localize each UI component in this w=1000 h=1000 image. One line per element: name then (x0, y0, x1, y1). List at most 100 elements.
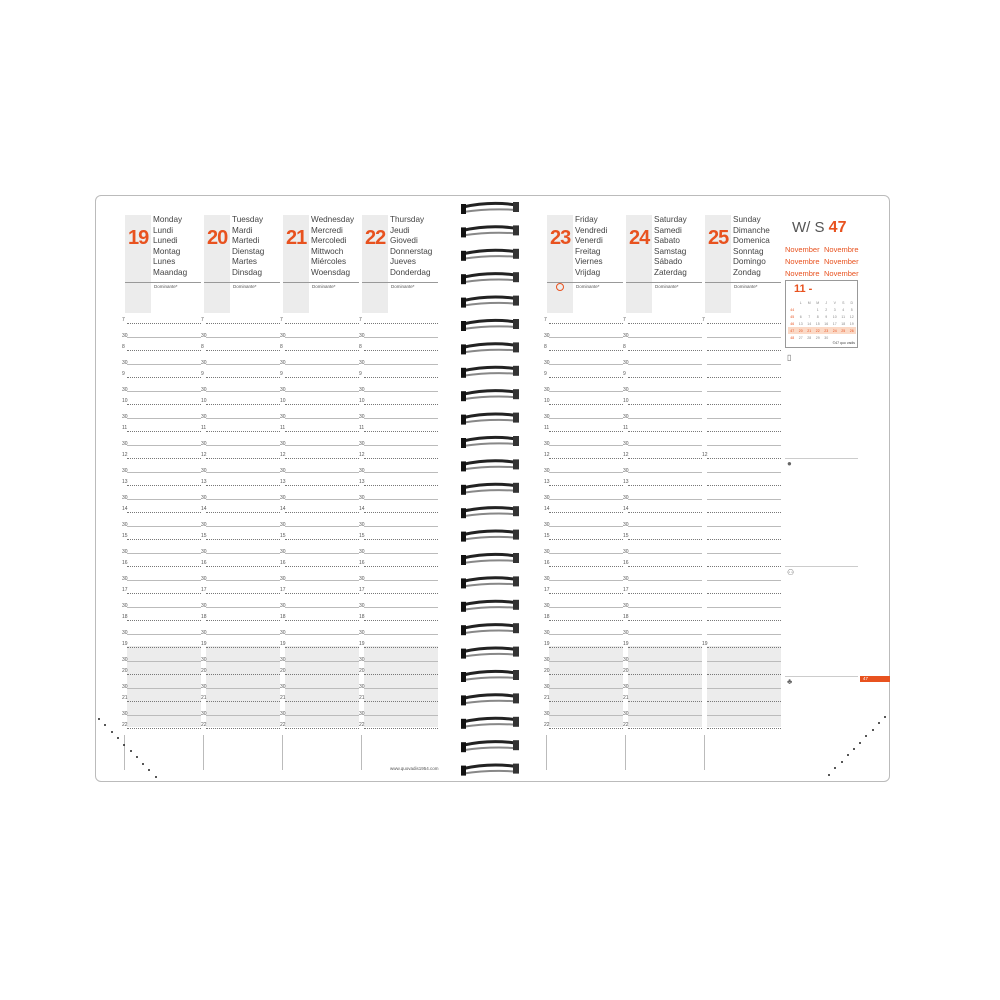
hour-label: 11 (359, 425, 365, 431)
hour-label: 17 (201, 587, 207, 593)
hour-label: 19 (702, 641, 708, 647)
hour-label: 21 (122, 695, 128, 701)
spiral-ring (461, 623, 519, 636)
half-hour-line (206, 660, 280, 662)
half-hour-line (549, 390, 623, 392)
half-hour-label: 30 (122, 521, 128, 528)
half-hour-line (549, 471, 623, 473)
weekday-header: S (842, 300, 845, 305)
calendar-day (848, 334, 857, 341)
hour-label: 9 (201, 371, 204, 377)
half-hour-line (127, 471, 201, 473)
dominante-label: Dominante* (154, 284, 178, 289)
spiral-ring (461, 576, 519, 589)
hour-line (364, 566, 438, 567)
dominante-label: Dominante* (576, 284, 600, 289)
half-hour-line (364, 336, 438, 338)
hour-line (285, 701, 359, 702)
calendar-day: 11 (841, 314, 846, 319)
hour-label: 9 (122, 371, 125, 377)
half-hour-line (206, 525, 280, 527)
half-hour-label: 30 (280, 359, 286, 366)
half-hour-label: 30 (201, 548, 207, 555)
day-shade (626, 215, 652, 313)
divider (547, 282, 623, 283)
half-hour-label: 30 (280, 656, 286, 663)
corner-dot (828, 773, 831, 776)
half-hour-line (707, 552, 781, 554)
half-hour-line (285, 687, 359, 689)
hour-line (127, 512, 201, 513)
hour-line (549, 431, 623, 432)
calendar-day: 3 (833, 307, 836, 312)
hour-line (549, 377, 623, 378)
half-hour-label: 30 (280, 629, 286, 636)
hour-line (364, 485, 438, 486)
hour-label: 8 (122, 344, 125, 350)
half-hour-line (206, 471, 280, 473)
hour-label: 21 (623, 695, 629, 701)
half-hour-line (628, 579, 702, 581)
half-hour-line (707, 525, 781, 527)
hour-line (206, 593, 280, 594)
spiral-ring (461, 740, 519, 753)
half-hour-line (549, 633, 623, 635)
hour-line (707, 431, 781, 432)
half-hour-line (285, 498, 359, 500)
half-hour-line (549, 363, 623, 365)
calendar-day: 12 (849, 314, 854, 319)
spiral-ring (461, 272, 519, 285)
half-hour-line (707, 471, 781, 473)
day-name: Sábado (654, 257, 683, 267)
calendar-day: 25 (839, 327, 848, 334)
day-name: Samedi (654, 225, 682, 235)
hour-line (127, 431, 201, 432)
hour-label: 11 (201, 425, 207, 431)
planner-page-spread (95, 195, 890, 782)
calendar-day: 30 (824, 335, 829, 340)
half-hour-label: 30 (359, 548, 365, 555)
week-tab[interactable]: 47 (860, 676, 890, 682)
divider (125, 282, 201, 283)
hour-label: 22 (544, 722, 550, 728)
half-hour-label: 30 (623, 629, 629, 636)
hour-label: 8 (280, 344, 283, 350)
corner-dot (877, 722, 880, 725)
day-name: Lunes (153, 257, 176, 267)
hour-line (364, 593, 438, 594)
calendar-day: 4 (842, 307, 845, 312)
hour-line (206, 512, 280, 513)
hour-label: 10 (623, 398, 629, 404)
corner-dot (135, 756, 138, 759)
half-hour-label: 30 (201, 521, 207, 528)
half-hour-line (364, 525, 438, 527)
half-hour-label: 30 (544, 521, 550, 528)
hour-label: 22 (122, 722, 128, 728)
calendar-day: 8 (816, 314, 819, 319)
half-hour-label: 30 (623, 413, 629, 420)
hour-label: 15 (359, 533, 365, 539)
mini-calendar-week: 48 27 28 29 30 (788, 334, 856, 341)
evening-shade (127, 646, 201, 727)
half-hour-line (127, 660, 201, 662)
weekday-header: J (825, 300, 828, 305)
day-name: Sunday (733, 215, 761, 224)
hour-line (549, 593, 623, 594)
half-hour-label: 30 (122, 575, 128, 582)
hour-label: 16 (359, 560, 365, 566)
hour-label: 21 (280, 695, 286, 701)
half-hour-label: 30 (544, 656, 550, 663)
half-hour-line (364, 552, 438, 554)
half-hour-label: 30 (122, 359, 128, 366)
half-hour-line (285, 579, 359, 581)
calendar-day: 18 (841, 321, 846, 326)
week-num: 47 (788, 327, 797, 334)
half-hour-label: 30 (544, 440, 550, 447)
hour-line (206, 458, 280, 459)
hour-line (364, 620, 438, 621)
spiral-ring (461, 763, 519, 776)
corner-dot (104, 724, 107, 727)
half-hour-label: 30 (623, 521, 629, 528)
half-hour-line (628, 498, 702, 500)
half-hour-line (707, 336, 781, 338)
